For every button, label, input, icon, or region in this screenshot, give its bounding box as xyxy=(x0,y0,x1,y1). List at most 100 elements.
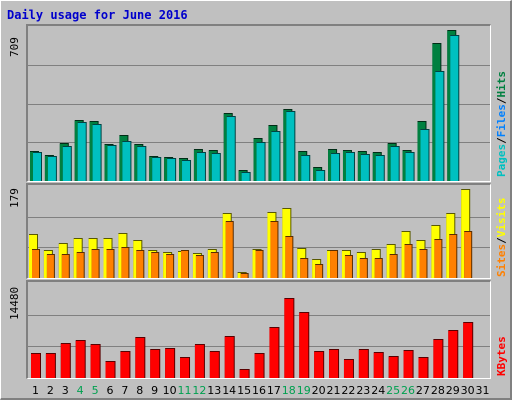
day-label: 12 xyxy=(192,384,206,397)
day-label: 31 xyxy=(476,384,490,397)
day-label: 10 xyxy=(163,384,177,397)
kbytes-max-label: 14480 xyxy=(8,286,21,320)
sites-bar xyxy=(32,249,40,278)
visits-chart xyxy=(28,189,490,278)
files-bar xyxy=(271,131,281,181)
chart-title: Daily usage for June 2016 xyxy=(7,8,188,22)
files-bar xyxy=(256,142,266,181)
day-label: 1 xyxy=(32,384,39,397)
kbytes-bar xyxy=(314,351,325,378)
files-bar xyxy=(390,146,400,181)
files-bar xyxy=(405,152,415,181)
legend-separator: / xyxy=(495,137,508,144)
hits-panel xyxy=(26,24,491,182)
files-bar xyxy=(360,154,370,181)
sites-bar xyxy=(434,239,443,278)
sites-bar xyxy=(285,236,294,278)
kbytes-bar xyxy=(269,327,280,378)
legend-separator: / xyxy=(495,237,508,244)
day-label: 5 xyxy=(92,384,99,397)
sites-bar xyxy=(300,258,309,278)
day-label: 16 xyxy=(252,384,266,397)
kbytes-legend-label: KBytes xyxy=(495,336,508,376)
sites-bar xyxy=(359,258,368,278)
day-label: 22 xyxy=(341,384,355,397)
kbytes-bar xyxy=(358,349,369,378)
kbytes-bar xyxy=(388,356,399,378)
day-label: 11 xyxy=(177,384,191,397)
files-bar xyxy=(241,172,251,181)
sites-bar xyxy=(270,221,279,278)
sites-bar xyxy=(449,234,458,278)
day-label: 28 xyxy=(431,384,445,397)
kbytes-bar xyxy=(194,344,205,378)
kbytes-panel xyxy=(26,280,491,379)
legend-separator: / xyxy=(495,97,508,105)
kbytes-bar xyxy=(75,340,86,378)
files-bar xyxy=(47,156,57,181)
day-label: 17 xyxy=(267,384,281,397)
sites-bar xyxy=(136,250,145,278)
kbytes-bar xyxy=(165,348,176,378)
kbytes-bar xyxy=(150,349,161,378)
files-legend-label: Files xyxy=(495,104,508,138)
kbytes-bar xyxy=(373,352,384,378)
day-label: 21 xyxy=(327,384,341,397)
files-bar xyxy=(137,146,147,181)
visits-max-label: 179 xyxy=(8,188,21,208)
sites-bar xyxy=(166,254,175,278)
sites-bar xyxy=(76,252,85,278)
files-bar xyxy=(286,111,296,181)
kbytes-bar xyxy=(418,357,429,378)
visits-panel xyxy=(26,183,491,279)
pages-legend-label: Pages xyxy=(495,143,508,177)
sites-bar xyxy=(91,249,100,278)
files-bar xyxy=(435,71,445,181)
day-label: 24 xyxy=(371,384,385,397)
sites-bar xyxy=(464,231,473,278)
hits-legend: Pages/Files/Hits xyxy=(495,27,509,177)
kbytes-bar xyxy=(299,312,310,378)
kbytes-bar xyxy=(239,369,250,378)
kbytes-bar xyxy=(135,337,146,378)
files-bar xyxy=(331,153,341,181)
sites-bar xyxy=(255,250,264,278)
day-label: 2 xyxy=(47,384,54,397)
files-bar xyxy=(122,141,132,181)
day-label: 9 xyxy=(151,384,158,397)
visits-legend-label: Visits xyxy=(495,197,508,238)
sites-bar xyxy=(315,264,324,278)
kbytes-bar xyxy=(284,298,295,378)
day-label: 20 xyxy=(312,384,326,397)
kbytes-bar xyxy=(45,353,56,378)
kbytes-bar xyxy=(105,361,116,378)
day-label: 29 xyxy=(446,384,460,397)
day-label: 27 xyxy=(416,384,430,397)
day-label: 25 xyxy=(386,384,400,397)
sites-bar xyxy=(181,250,190,278)
kbytes-bar xyxy=(209,351,220,378)
kbytes-bar xyxy=(254,353,265,378)
hits-chart xyxy=(28,30,490,181)
files-bar xyxy=(316,170,326,181)
files-bar xyxy=(182,160,192,181)
day-label: 6 xyxy=(106,384,113,397)
kbytes-bar xyxy=(90,344,101,378)
sites-bar xyxy=(374,258,383,278)
files-bar xyxy=(152,157,162,181)
kbytes-bar xyxy=(448,330,459,378)
sites-legend-label: Sites xyxy=(495,243,508,277)
sites-bar xyxy=(210,252,219,278)
sites-bar xyxy=(419,249,428,278)
day-label: 3 xyxy=(62,384,69,397)
files-bar xyxy=(226,116,236,181)
kbytes-bar xyxy=(120,351,131,378)
day-label: 18 xyxy=(282,384,296,397)
day-label: 23 xyxy=(356,384,370,397)
kbytes-bar xyxy=(31,353,41,378)
sites-bar xyxy=(330,250,339,278)
day-label: 19 xyxy=(297,384,311,397)
day-label: 15 xyxy=(237,384,251,397)
sites-bar xyxy=(121,247,130,278)
